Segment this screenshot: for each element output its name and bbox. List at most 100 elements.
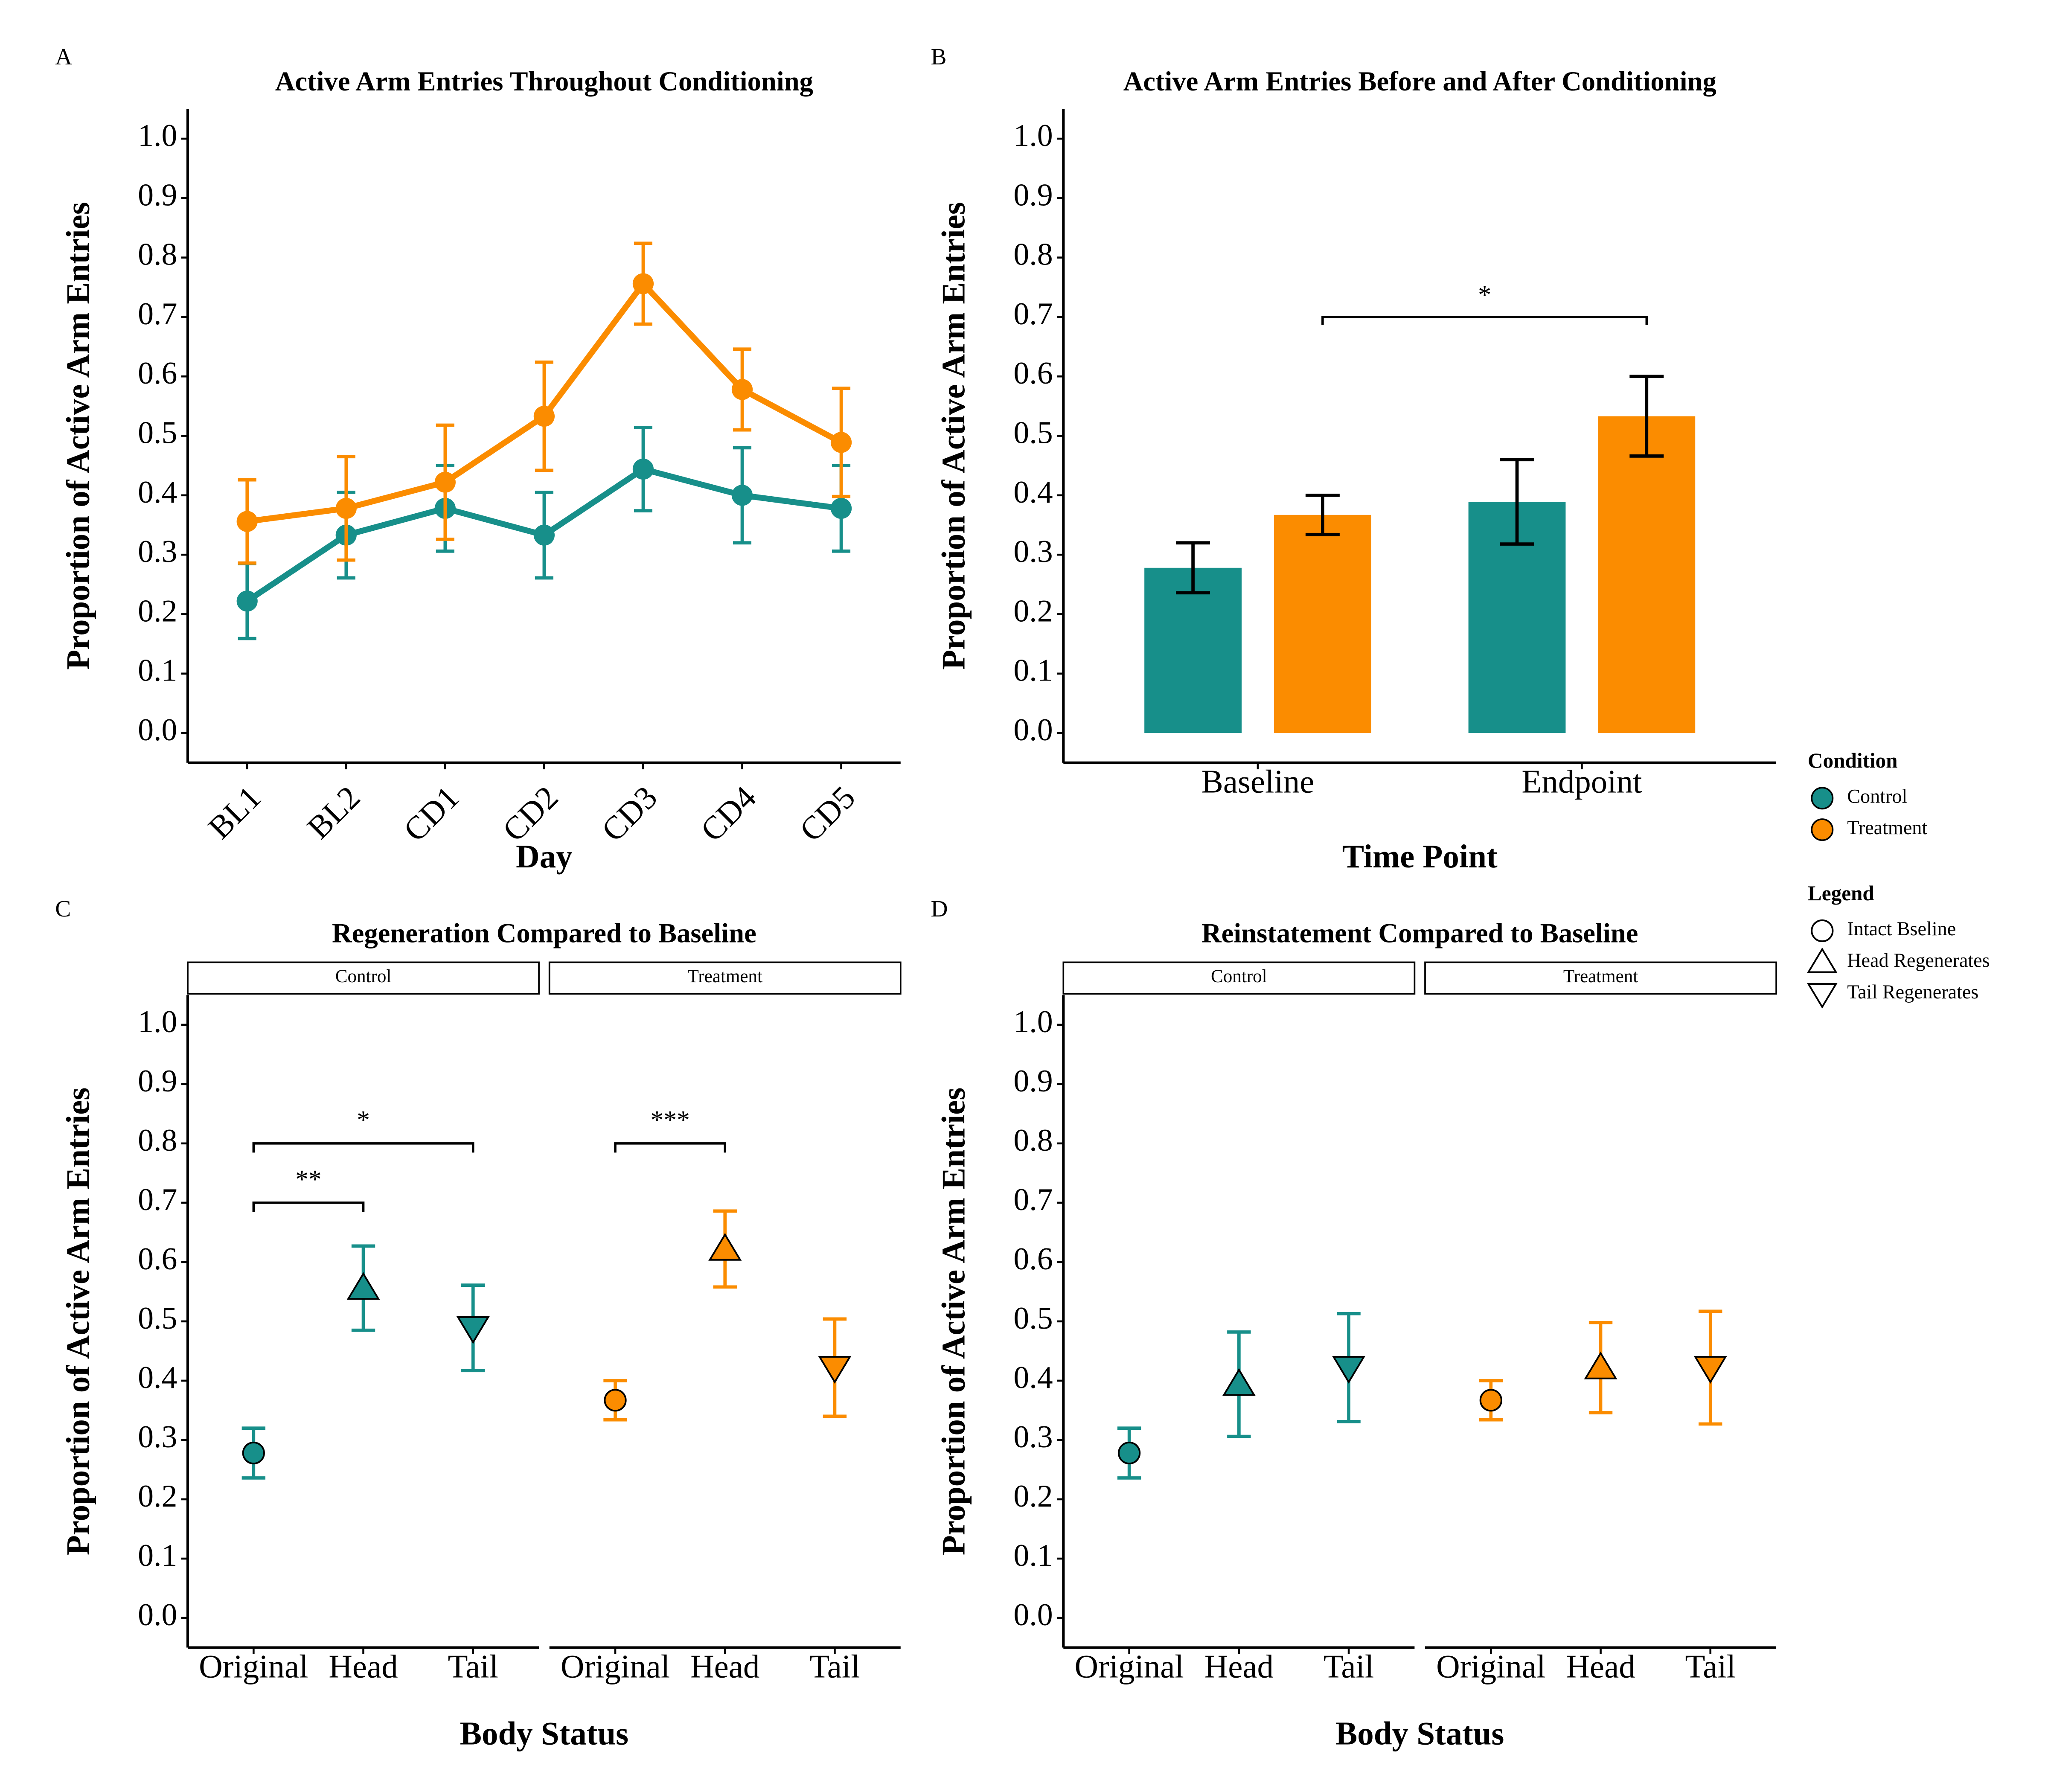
point (456, 1316, 490, 1344)
point (632, 273, 654, 294)
x-tick-label: Original (1436, 1648, 1545, 1685)
point (236, 591, 258, 612)
legend-shape (1807, 983, 1838, 1009)
point (1222, 1368, 1256, 1396)
panel-label: D (931, 896, 948, 922)
x-tick-label: Baseline (1201, 763, 1315, 800)
y-tick-label: 0.4 (1013, 474, 1053, 509)
significance-label: * (1478, 280, 1491, 309)
panel-label: A (55, 44, 72, 70)
y-tick-label: 0.4 (1013, 1360, 1053, 1395)
legend-swatch (1811, 818, 1834, 841)
y-tick-label: 0.5 (138, 415, 177, 450)
x-tick-label: Original (561, 1648, 670, 1685)
point (708, 1233, 742, 1261)
x-tick-label: Endpoint (1521, 763, 1642, 800)
x-tick-label: Original (1074, 1648, 1184, 1685)
x-tick-label: CD4 (693, 779, 763, 849)
y-tick-label: 0.2 (138, 593, 177, 628)
legend-title: Legend (1808, 881, 1874, 905)
facet-label: Treatment (688, 966, 762, 986)
facet-strip (1062, 961, 1416, 995)
x-tick-label: CD3 (594, 779, 664, 849)
point (236, 511, 258, 532)
y-axis-title: Proportion of Active Arm Entries (935, 202, 972, 669)
y-tick-label: 0.0 (138, 1597, 177, 1632)
y-tick-label: 0.3 (1013, 1419, 1053, 1454)
y-tick-label: 0.1 (1013, 653, 1053, 688)
y-tick-label: 0.6 (1013, 355, 1053, 390)
point (1693, 1356, 1727, 1384)
y-tick-label: 0.3 (138, 1419, 177, 1454)
facet-label: Control (335, 966, 392, 986)
y-tick-label: 0.8 (1013, 1123, 1053, 1158)
y-tick-label: 0.5 (1013, 415, 1053, 450)
y-tick-label: 0.7 (1013, 1182, 1053, 1217)
facet-label: Control (1211, 966, 1267, 986)
x-axis-title: Time Point (1342, 838, 1498, 875)
y-tick-label: 0.7 (138, 296, 177, 331)
legend-label: Tail Regenerates (1847, 981, 1978, 1003)
y-tick-label: 0.8 (138, 1123, 177, 1158)
legend-label: Intact Bseline (1847, 918, 1956, 940)
x-tick-label: Head (1566, 1648, 1635, 1685)
point (830, 432, 852, 453)
x-axis-title: Body Status (1335, 1715, 1504, 1751)
y-axis-title: Proportion of Active Arm Entries (935, 1088, 972, 1555)
y-tick-label: 1.0 (1013, 118, 1053, 153)
significance-label: ** (295, 1165, 322, 1194)
x-tick-label: Tail (1324, 1648, 1374, 1685)
x-tick-label: Head (329, 1648, 398, 1685)
y-tick-label: 0.8 (1013, 237, 1053, 272)
legend-shape (1807, 947, 1838, 973)
y-tick-label: 1.0 (138, 118, 177, 153)
point (818, 1356, 852, 1384)
significance-bracket (252, 1201, 365, 1212)
y-tick-label: 0.3 (138, 534, 177, 569)
y-tick-label: 0.0 (138, 712, 177, 747)
y-tick-label: 0.7 (138, 1182, 177, 1217)
point (604, 1389, 627, 1412)
point (632, 458, 654, 480)
error-bar (1500, 458, 1534, 546)
y-tick-label: 0.9 (1013, 1063, 1053, 1098)
error-bar (1305, 493, 1340, 536)
y-axis-title: Proportion of Active Arm Entries (59, 202, 96, 669)
facet-strip (548, 961, 902, 995)
y-tick-label: 0.6 (1013, 1241, 1053, 1276)
legend-shape (1811, 919, 1834, 943)
x-tick-label: BL2 (300, 779, 367, 846)
y-tick-label: 0.9 (138, 177, 177, 212)
point (434, 471, 456, 493)
y-tick-label: 0.0 (1013, 712, 1053, 747)
point (731, 379, 753, 400)
point (242, 1442, 265, 1465)
y-tick-label: 0.9 (138, 1063, 177, 1098)
x-tick-label: Head (1204, 1648, 1274, 1685)
y-tick-label: 0.5 (138, 1300, 177, 1335)
chart-title: Active Arm Entries Throughout Conditioni… (275, 66, 813, 96)
bar (1274, 515, 1371, 733)
x-tick-label: Tail (1685, 1648, 1736, 1685)
y-tick-label: 0.1 (1013, 1538, 1053, 1573)
point (346, 1272, 380, 1300)
significance-label: *** (650, 1105, 689, 1135)
x-tick-label: CD1 (396, 779, 466, 849)
y-tick-label: 0.9 (1013, 177, 1053, 212)
y-tick-label: 0.1 (138, 1538, 177, 1573)
legend-title: Condition (1808, 749, 1898, 772)
y-tick-label: 0.2 (1013, 593, 1053, 628)
point (335, 497, 357, 519)
y-axis-title: Proportion of Active Arm Entries (59, 1088, 96, 1555)
chart-title: Reinstatement Compared to Baseline (1201, 918, 1638, 948)
y-tick-label: 0.4 (138, 474, 177, 509)
y-tick-label: 0.3 (1013, 534, 1053, 569)
panel-label: B (931, 44, 947, 70)
facet-strip (187, 961, 540, 995)
x-tick-label: Tail (809, 1648, 860, 1685)
y-tick-label: 0.2 (1013, 1478, 1053, 1513)
legend-label: Control (1847, 785, 1907, 807)
point (533, 405, 555, 427)
x-tick-label: BL1 (201, 779, 268, 846)
